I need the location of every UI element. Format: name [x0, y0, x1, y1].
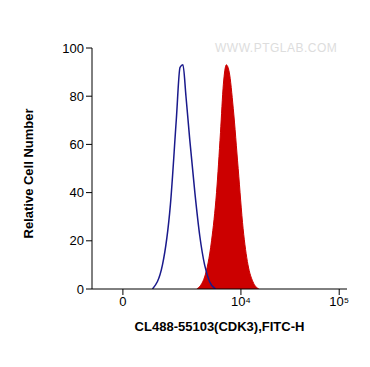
svg-text:10⁵: 10⁵ — [329, 294, 349, 309]
svg-text:60: 60 — [70, 137, 84, 152]
svg-text:Relative Cell Number: Relative Cell Number — [21, 108, 36, 238]
html-text:WWW.PTGLAB.COM: WWW.PTGLAB.COM — [215, 41, 338, 55]
svg-text:CL488-55103(CDK3),FITC-H: CL488-55103(CDK3),FITC-H — [135, 319, 305, 334]
svg-text:100: 100 — [62, 41, 84, 56]
svg-text:10⁴: 10⁴ — [231, 294, 251, 309]
svg-text:0: 0 — [119, 294, 126, 309]
svg-text:0: 0 — [77, 282, 84, 297]
svg-text:80: 80 — [70, 89, 84, 104]
svg-text:40: 40 — [70, 185, 84, 200]
svg-text:20: 20 — [70, 233, 84, 248]
